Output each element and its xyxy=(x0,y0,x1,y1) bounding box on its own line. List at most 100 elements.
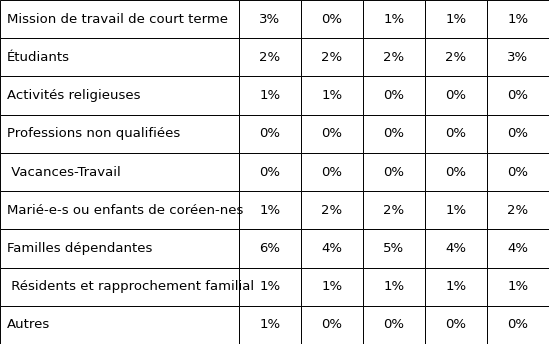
Text: 0%: 0% xyxy=(507,127,529,140)
Bar xyxy=(363,76,425,115)
Bar xyxy=(425,153,487,191)
Bar xyxy=(363,306,425,344)
Bar xyxy=(0,229,239,268)
Bar xyxy=(425,0,487,38)
Text: Professions non qualifiées: Professions non qualifiées xyxy=(7,127,180,140)
Bar xyxy=(425,191,487,229)
Text: 0%: 0% xyxy=(445,165,467,179)
Bar xyxy=(0,76,239,115)
Bar xyxy=(301,115,363,153)
Bar xyxy=(487,153,549,191)
Text: 0%: 0% xyxy=(383,165,405,179)
Bar xyxy=(301,0,363,38)
Bar xyxy=(301,306,363,344)
Text: 1%: 1% xyxy=(383,13,405,25)
Bar xyxy=(301,76,363,115)
Bar xyxy=(301,191,363,229)
Text: 0%: 0% xyxy=(507,89,529,102)
Text: 0%: 0% xyxy=(259,165,281,179)
Text: 1%: 1% xyxy=(259,204,281,217)
Text: 4%: 4% xyxy=(445,242,467,255)
Text: 2%: 2% xyxy=(383,204,405,217)
Text: 3%: 3% xyxy=(259,13,281,25)
Text: 0%: 0% xyxy=(383,89,405,102)
Text: Mission de travail de court terme: Mission de travail de court terme xyxy=(7,13,228,25)
Bar xyxy=(0,268,239,306)
Text: 2%: 2% xyxy=(259,51,281,64)
Text: 1%: 1% xyxy=(259,280,281,293)
Text: 0%: 0% xyxy=(445,89,467,102)
Bar xyxy=(239,38,301,76)
Bar xyxy=(487,0,549,38)
Text: 1%: 1% xyxy=(445,280,467,293)
Bar xyxy=(239,229,301,268)
Text: 1%: 1% xyxy=(321,89,343,102)
Text: 0%: 0% xyxy=(321,319,343,331)
Bar xyxy=(487,306,549,344)
Text: Résidents et rapprochement familial: Résidents et rapprochement familial xyxy=(7,280,254,293)
Text: 0%: 0% xyxy=(507,165,529,179)
Bar xyxy=(301,153,363,191)
Text: 2%: 2% xyxy=(321,51,343,64)
Text: Activités religieuses: Activités religieuses xyxy=(7,89,140,102)
Text: 0%: 0% xyxy=(507,319,529,331)
Bar xyxy=(425,76,487,115)
Bar xyxy=(487,191,549,229)
Text: 0%: 0% xyxy=(321,165,343,179)
Bar xyxy=(301,229,363,268)
Bar xyxy=(487,268,549,306)
Text: 4%: 4% xyxy=(507,242,529,255)
Bar xyxy=(239,153,301,191)
Bar xyxy=(363,153,425,191)
Bar xyxy=(363,229,425,268)
Text: 3%: 3% xyxy=(507,51,529,64)
Bar xyxy=(239,115,301,153)
Text: 0%: 0% xyxy=(383,319,405,331)
Bar xyxy=(487,38,549,76)
Text: 1%: 1% xyxy=(445,204,467,217)
Text: 2%: 2% xyxy=(445,51,467,64)
Text: 2%: 2% xyxy=(507,204,529,217)
Bar xyxy=(425,38,487,76)
Text: Familles dépendantes: Familles dépendantes xyxy=(7,242,152,255)
Text: 1%: 1% xyxy=(507,280,529,293)
Bar xyxy=(487,229,549,268)
Text: 1%: 1% xyxy=(259,89,281,102)
Bar xyxy=(363,268,425,306)
Bar xyxy=(301,38,363,76)
Bar xyxy=(0,153,239,191)
Text: 1%: 1% xyxy=(383,280,405,293)
Bar xyxy=(239,268,301,306)
Bar xyxy=(363,191,425,229)
Text: 1%: 1% xyxy=(507,13,529,25)
Text: 5%: 5% xyxy=(383,242,405,255)
Text: Vacances-Travail: Vacances-Travail xyxy=(7,165,120,179)
Bar xyxy=(239,306,301,344)
Text: Étudiants: Étudiants xyxy=(7,51,70,64)
Bar xyxy=(363,38,425,76)
Bar xyxy=(0,115,239,153)
Text: 0%: 0% xyxy=(321,13,343,25)
Text: 0%: 0% xyxy=(445,319,467,331)
Text: 1%: 1% xyxy=(259,319,281,331)
Text: Marié-e-s ou enfants de coréen-nes: Marié-e-s ou enfants de coréen-nes xyxy=(7,204,243,217)
Text: 6%: 6% xyxy=(259,242,281,255)
Text: 2%: 2% xyxy=(321,204,343,217)
Bar xyxy=(0,0,239,38)
Bar xyxy=(239,191,301,229)
Bar xyxy=(425,268,487,306)
Bar xyxy=(425,306,487,344)
Text: 0%: 0% xyxy=(321,127,343,140)
Bar xyxy=(0,306,239,344)
Bar xyxy=(301,268,363,306)
Text: 2%: 2% xyxy=(383,51,405,64)
Bar xyxy=(0,191,239,229)
Text: Autres: Autres xyxy=(7,319,50,331)
Bar xyxy=(363,115,425,153)
Text: 1%: 1% xyxy=(321,280,343,293)
Bar xyxy=(425,115,487,153)
Bar xyxy=(239,0,301,38)
Text: 0%: 0% xyxy=(259,127,281,140)
Text: 4%: 4% xyxy=(321,242,343,255)
Bar xyxy=(487,115,549,153)
